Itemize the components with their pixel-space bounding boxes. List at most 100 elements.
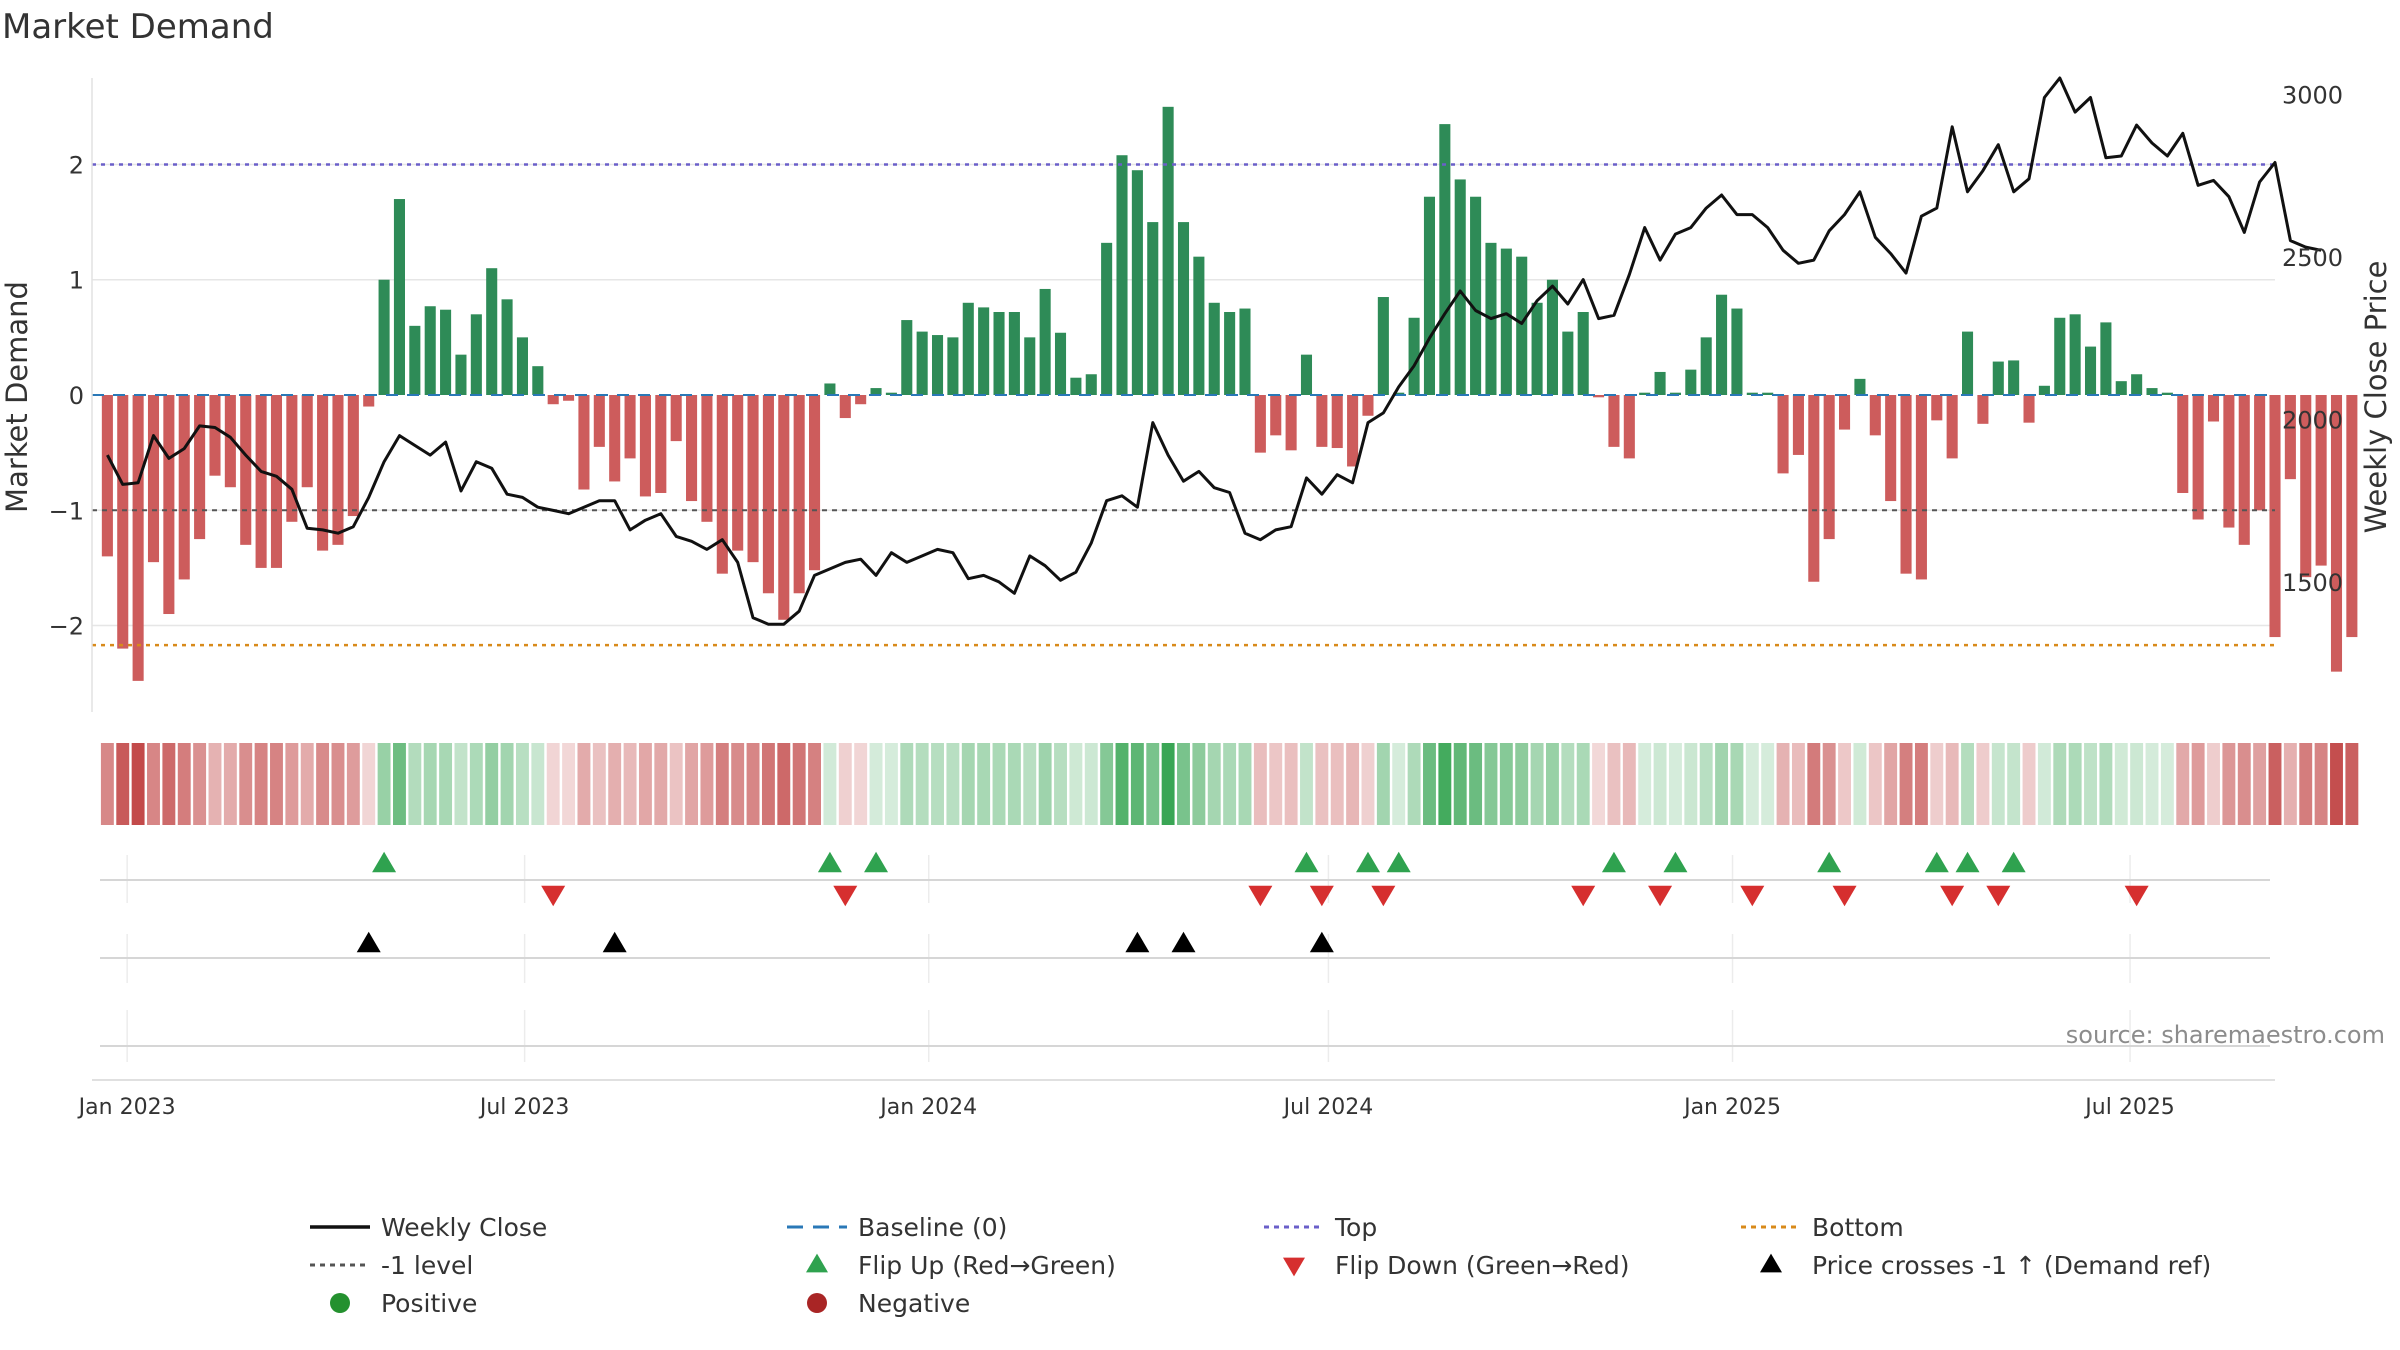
- demand-bar: [224, 395, 236, 488]
- demand-bar: [2177, 395, 2189, 493]
- flip-up-marker: [1955, 851, 1980, 873]
- demand-bar: [2038, 385, 2050, 395]
- heat-cell: [1130, 743, 1144, 825]
- price-cross-marker: [602, 931, 627, 953]
- demand-bar: [747, 395, 759, 563]
- heat-cell: [469, 743, 483, 825]
- flip-up-marker: [864, 851, 889, 873]
- heat-cell: [346, 743, 360, 825]
- demand-bar: [1669, 392, 1681, 395]
- heat-cell: [1638, 743, 1652, 825]
- demand-bar: [2223, 395, 2235, 528]
- demand-bar: [931, 335, 944, 395]
- legend-label: Baseline (0): [858, 1213, 1007, 1242]
- demand-bar: [1623, 395, 1635, 459]
- demand-bar: [240, 395, 252, 545]
- demand-bar: [793, 395, 805, 594]
- heat-cell: [177, 743, 191, 825]
- demand-bar: [1116, 155, 1128, 395]
- demand-bar: [809, 395, 821, 571]
- heat-cell: [1376, 743, 1390, 825]
- heat-cell: [223, 743, 237, 825]
- demand-bar: [993, 312, 1005, 395]
- heat-cell: [2268, 743, 2282, 825]
- demand-bar: [1900, 395, 1912, 574]
- flip-down-marker: [1740, 885, 1765, 907]
- close-line-layer: [106, 76, 2322, 626]
- heat-cell: [316, 743, 330, 825]
- flip-down-marker: [833, 885, 858, 907]
- heat-cell: [700, 743, 714, 825]
- y-tick-label-left: 1: [69, 267, 84, 295]
- heat-cell: [2099, 743, 2113, 825]
- heat-cell: [423, 743, 437, 825]
- heat-cell: [1791, 743, 1805, 825]
- heat-cell: [2314, 743, 2328, 825]
- heat-cell: [838, 743, 852, 825]
- heat-cell: [1054, 743, 1067, 825]
- heat-cell: [1192, 743, 1206, 825]
- demand-bar: [470, 314, 482, 395]
- demand-bar: [332, 395, 344, 545]
- demand-bar: [1546, 279, 1558, 395]
- demand-bar: [1962, 331, 1974, 395]
- legend-label: Price crosses -1 ↑ (Demand ref): [1812, 1251, 2211, 1280]
- demand-bar: [1270, 395, 1282, 436]
- heat-cell: [2207, 743, 2220, 825]
- heat-cell: [1530, 743, 1544, 825]
- heat-cell: [808, 743, 821, 825]
- demand-bar: [101, 395, 113, 557]
- heat-cell: [562, 743, 576, 825]
- heat-cell: [731, 743, 745, 825]
- flip-up-marker: [1601, 851, 1626, 873]
- demand-bar: [1593, 395, 1605, 398]
- demand-bar: [1285, 395, 1297, 451]
- demand-bar: [378, 279, 390, 395]
- demand-bar: [839, 395, 851, 419]
- heat-cell: [1346, 743, 1360, 825]
- flip-up-marker: [2001, 851, 2026, 873]
- demand-bar: [1362, 395, 1374, 416]
- demand-bar: [732, 395, 744, 551]
- heat-cell: [2130, 743, 2144, 825]
- heat-cell: [2345, 743, 2359, 825]
- demand-bar: [2161, 392, 2173, 395]
- demand-bar: [424, 306, 436, 395]
- heat-cell: [1438, 743, 1452, 825]
- heat-cell: [1592, 743, 1606, 825]
- heat-cell: [1069, 743, 1083, 825]
- demand-bar: [778, 395, 790, 620]
- heat-cell: [2237, 743, 2251, 825]
- heat-cell: [1699, 743, 1713, 825]
- legend-label: Bottom: [1812, 1213, 1904, 1242]
- heat-cell: [2007, 743, 2021, 825]
- demand-bar: [2054, 317, 2066, 395]
- demand-bar: [1408, 317, 1420, 395]
- demand-bar: [347, 395, 359, 517]
- heat-cell: [2068, 743, 2082, 825]
- heat-cell: [1653, 743, 1667, 825]
- heat-cell: [577, 743, 591, 825]
- demand-bar: [870, 388, 882, 395]
- heat-cell: [2084, 743, 2097, 825]
- heat-cell: [1668, 743, 1682, 825]
- demand-bar: [2207, 395, 2220, 422]
- heat-cell: [1023, 743, 1037, 825]
- demand-bar: [563, 395, 575, 401]
- heat-cell: [1976, 743, 1990, 825]
- demand-bar: [1716, 294, 1728, 395]
- heat-cell: [1315, 743, 1329, 825]
- demand-bar: [701, 395, 713, 522]
- legend-label: -1 level: [381, 1251, 473, 1280]
- demand-bar: [1531, 302, 1543, 395]
- demand-bar: [440, 309, 452, 395]
- heat-cell: [1238, 743, 1252, 825]
- reference-lines: [92, 163, 2275, 647]
- demand-bar: [393, 199, 405, 395]
- demand-bar: [1008, 312, 1020, 395]
- legend-label: Top: [1334, 1213, 1377, 1242]
- demand-bar: [1992, 361, 2004, 395]
- demand-bar: [2330, 395, 2343, 672]
- heat-cell: [1007, 743, 1021, 825]
